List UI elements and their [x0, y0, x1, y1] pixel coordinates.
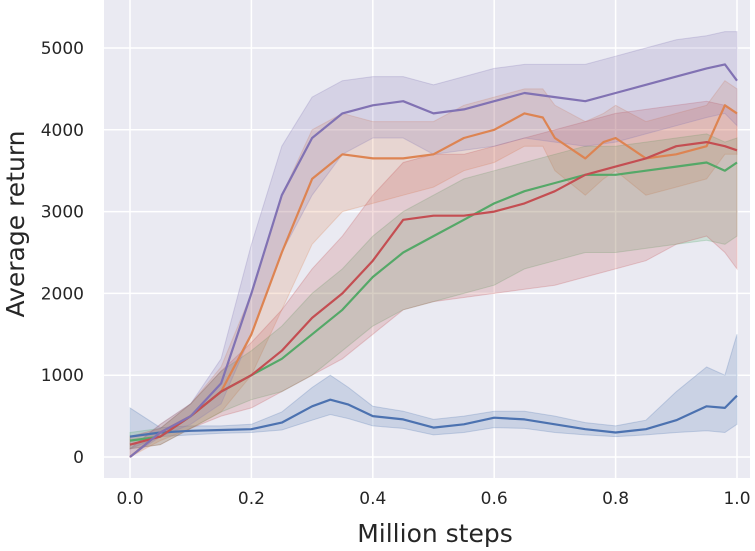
x-axis-label: Million steps	[357, 519, 513, 548]
x-tick-labels: 0.0 0.2 0.4 0.6 0.8 1.0	[116, 489, 750, 509]
y-tick-label: 3000	[41, 203, 84, 223]
series-2-band	[129, 133, 738, 450]
grid	[104, 0, 750, 478]
x-tick-label: 0.4	[359, 489, 386, 509]
x-tick-label: 0.6	[481, 489, 508, 509]
series-3-band	[129, 100, 738, 450]
x-tick-label: 0.2	[238, 489, 265, 509]
y-tick-label: 4000	[41, 121, 84, 141]
y-axis-label: Average return	[1, 130, 30, 317]
series-4-line	[129, 63, 738, 458]
y-tick-label: 2000	[41, 284, 84, 304]
x-tick-label: 0.8	[602, 489, 629, 509]
y-tick-labels: 0 1000 2000 3000 4000 5000	[41, 39, 84, 468]
y-tick-label: 1000	[41, 366, 84, 386]
x-tick-label: 1.0	[723, 489, 750, 509]
y-tick-label: 5000	[41, 39, 84, 59]
series-lines	[129, 63, 738, 458]
y-tick-label: 0	[73, 448, 84, 468]
series-4-band	[129, 31, 738, 458]
series-1-line	[129, 104, 738, 458]
series-0-band	[129, 334, 738, 450]
series-0-line	[129, 394, 738, 438]
series-3-line	[129, 141, 738, 446]
x-tick-label: 0.0	[116, 489, 143, 509]
